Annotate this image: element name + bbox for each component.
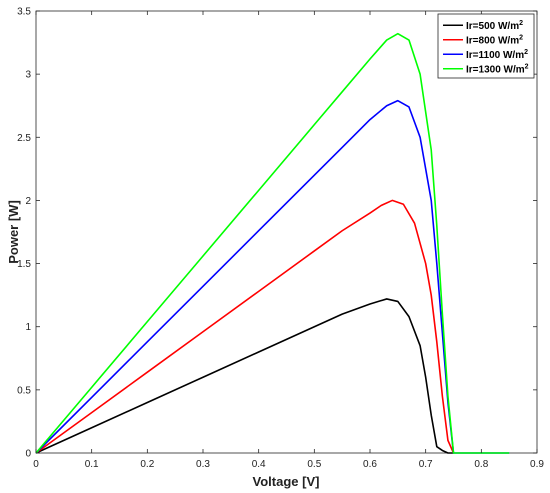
plot-area (35, 10, 538, 454)
legend: Ir=500 W/m2 Ir=800 W/m2 Ir=1100 W/m2 Ir=130… (437, 13, 535, 79)
axes-layer: 0 0.1 0.2 0.3 0.4 0.5 0.6 0.7 0.8 0.9 0 0.5 1 1.5 2 2.5… (17, 7, 544, 471)
y-tick-label: 0 (25, 449, 31, 460)
y-tick-label: 0.5 (17, 385, 31, 396)
x-tick-label: 0.5 (307, 459, 321, 470)
x-tick-label: 0.3 (196, 459, 210, 470)
series-line-4 (35, 32, 510, 454)
legend-entry: Ir=1100 W/m2 (466, 49, 528, 61)
series-line-2 (35, 199, 455, 454)
plot-frame (35, 10, 538, 454)
x-tick-label: 0 (33, 459, 39, 470)
y-tick-label: 2.5 (17, 133, 31, 144)
legend-entry: Ir=1300 W/m2 (466, 63, 529, 75)
y-tick-label: 3 (25, 70, 31, 81)
series-layer (35, 32, 510, 454)
y-axis-title: Power [W] (6, 200, 21, 264)
x-tick-label: 0.6 (363, 459, 377, 470)
x-tick-label: 0.7 (419, 459, 433, 470)
x-axis-title: Voltage [V] (253, 474, 320, 489)
x-tick-label: 0.1 (85, 459, 99, 470)
x-tick-label: 0.4 (252, 459, 266, 470)
legend-entry: Ir=800 W/m2 (466, 34, 523, 46)
y-tick-label: 1.5 (17, 259, 31, 270)
y-tick-label: 2 (25, 196, 31, 207)
x-tick-label: 0.2 (140, 459, 154, 470)
legend-entry: Ir=500 W/m2 (466, 20, 523, 32)
x-tick-label: 0.8 (474, 459, 488, 470)
y-tick-label: 1 (25, 322, 31, 333)
x-tick-label: 0.9 (530, 459, 544, 470)
series-line-3 (35, 99, 510, 454)
y-tick-label: 3.5 (17, 7, 31, 18)
series-line-1 (35, 298, 454, 454)
